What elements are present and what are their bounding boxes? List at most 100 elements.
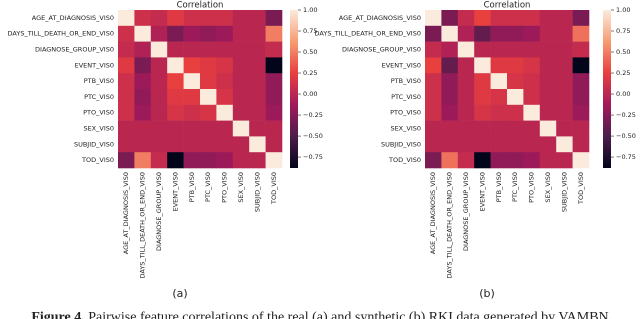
heatmap-cell — [265, 136, 283, 153]
heatmap-cell — [150, 25, 168, 42]
heatmap-cell — [232, 41, 250, 58]
x-tick-label: SUBJID_VIS0 — [560, 172, 568, 212]
heatmap-cell — [216, 73, 234, 90]
heatmap-cell — [539, 57, 557, 74]
heatmap-cell — [556, 136, 573, 153]
heatmap-cell — [425, 73, 442, 90]
heatmap-cell — [441, 25, 459, 42]
heatmap-cell — [134, 73, 152, 90]
heatmap-cell — [167, 57, 184, 74]
heatmap-cell — [457, 57, 475, 74]
colorbar-tick-label: 0.75 — [616, 27, 630, 35]
y-tick-label: SUBJID_VIS0 — [74, 140, 114, 148]
heatmap-cell — [490, 152, 508, 169]
heatmap-cell — [490, 10, 508, 27]
heatmap-cell — [183, 136, 201, 153]
heatmap-cell — [457, 10, 475, 27]
heatmap-cell — [572, 10, 590, 27]
heatmap-cell — [249, 25, 266, 42]
heatmap-cell — [523, 73, 541, 90]
heatmap-cell — [539, 73, 557, 90]
heatmap-cell — [150, 41, 168, 58]
heatmap-cell — [572, 104, 590, 121]
heatmap-cell — [232, 73, 250, 90]
heatmap-cell — [118, 73, 135, 90]
y-tick-label: SEX_VIS0 — [390, 125, 421, 133]
heatmap-cell — [539, 136, 557, 153]
heatmap-cell — [441, 73, 459, 90]
heatmap-cell — [507, 25, 524, 42]
y-tick-label: PTB_VIS0 — [84, 77, 114, 85]
colorbar-tick-label: 1.00 — [303, 6, 317, 14]
heatmap-cell — [249, 73, 266, 90]
heatmap-cell — [118, 104, 135, 121]
heatmap-cell — [249, 41, 266, 58]
heatmap-cell — [507, 120, 524, 137]
heatmap-cell — [539, 10, 557, 27]
heatmap-cell — [572, 89, 590, 106]
colorbar-tick-label: −0.50 — [616, 132, 636, 140]
heatmap-cell — [507, 136, 524, 153]
y-tick-label: EVENT_VIS0 — [382, 61, 421, 69]
heatmap-cell — [490, 25, 508, 42]
heatmap-cell — [265, 73, 283, 90]
heatmap-cell — [523, 89, 541, 106]
heatmap-cell — [556, 10, 573, 27]
heatmap-cell — [490, 104, 508, 121]
heatmap-cell — [490, 73, 508, 90]
heatmap-cell — [200, 41, 217, 58]
heatmap-cell — [556, 57, 573, 74]
heatmap-cell — [556, 104, 573, 121]
heatmap-cell — [167, 120, 184, 137]
heatmap-cell — [200, 104, 217, 121]
heatmap-cell — [183, 152, 201, 169]
heatmap-cell — [457, 120, 475, 137]
heatmap-cell — [134, 104, 152, 121]
heatmap-cell — [572, 136, 590, 153]
x-tick-label: PTB_VIS0 — [495, 172, 503, 202]
heatmap-cell — [150, 73, 168, 90]
heatmap-cell — [183, 104, 201, 121]
heatmap-cell — [249, 57, 266, 74]
heatmap-cell — [200, 10, 217, 27]
heatmap-cell — [134, 25, 152, 42]
heatmap-cell — [523, 10, 541, 27]
colorbar — [603, 10, 611, 168]
heatmap-cell — [232, 152, 250, 169]
heatmap-cell — [118, 41, 135, 58]
panel-label: (b) — [479, 287, 495, 300]
heatmap-cell — [183, 10, 201, 27]
heatmap-cell — [150, 120, 168, 137]
heatmap-cell — [523, 152, 541, 169]
heatmap-cell — [490, 120, 508, 137]
x-tick-label: DIAGNOSE_GROUP_VIS0 — [462, 172, 470, 251]
heatmap-cell — [539, 41, 557, 58]
colorbar-tick-label: 0.00 — [303, 90, 317, 98]
y-tick-label: AGE_AT_DIAGNOSIS_VIS0 — [339, 14, 421, 22]
heatmap-cell — [167, 89, 184, 106]
heatmap-cell — [507, 89, 524, 106]
colorbar-tick-label: 0.50 — [616, 48, 630, 56]
heatmap-cell — [183, 89, 201, 106]
heatmap-cell — [216, 104, 234, 121]
colorbar-tick-label: −0.75 — [616, 153, 636, 161]
heatmap-cell — [556, 41, 573, 58]
heatmap-cell — [441, 152, 459, 169]
y-tick-label: TOD_VIS0 — [388, 156, 421, 164]
heatmap-cell — [539, 120, 557, 137]
heatmap-cell — [249, 104, 266, 121]
heatmap-cell — [118, 25, 135, 42]
heatmap-cell — [200, 120, 217, 137]
heatmap-cell — [457, 89, 475, 106]
colorbar-tick-label: −0.75 — [303, 153, 323, 161]
heatmap-cell — [150, 57, 168, 74]
y-tick-label: PTC_VIS0 — [84, 93, 114, 101]
x-tick-label: SUBJID_VIS0 — [253, 172, 261, 212]
heatmap-cell — [134, 41, 152, 58]
heatmap-cell — [474, 120, 491, 137]
y-tick-label: DAYS_TILL_DEATH_OR_END_VIS0 — [315, 30, 421, 38]
heatmap-cell — [265, 25, 283, 42]
heatmap-cell — [572, 120, 590, 137]
heatmap-cell — [539, 104, 557, 121]
